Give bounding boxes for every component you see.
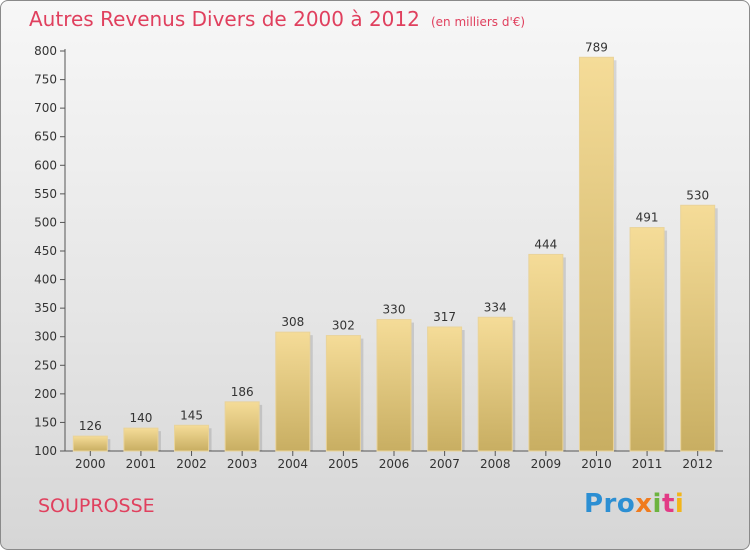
y-tick-label: 300 — [34, 330, 57, 344]
y-tick-label: 250 — [34, 358, 57, 372]
bar — [680, 204, 716, 452]
logo-part: i — [674, 489, 685, 519]
data-label: 308 — [281, 315, 304, 329]
data-label: 145 — [180, 408, 203, 422]
x-tick-label: 2005 — [328, 457, 359, 471]
x-tick-label: 2008 — [480, 457, 511, 471]
data-label: 334 — [484, 300, 507, 314]
x-tick-label: 2004 — [277, 457, 308, 471]
y-tick-label: 800 — [34, 44, 57, 58]
logo-part: Pro — [584, 489, 636, 519]
title-row: Autres Revenus Divers de 2000 à 2012 (en… — [29, 7, 525, 31]
bar — [629, 227, 665, 452]
y-tick-label: 200 — [34, 387, 57, 401]
bar — [325, 335, 361, 452]
bar — [427, 326, 463, 452]
bar — [477, 316, 513, 452]
y-tick-label: 400 — [34, 273, 57, 287]
chart-title: Autres Revenus Divers de 2000 à 2012 — [29, 7, 420, 31]
x-tick-label: 2002 — [176, 457, 207, 471]
y-tick-label: 500 — [34, 215, 57, 229]
y-tick-label: 550 — [34, 187, 57, 201]
data-label: 302 — [332, 319, 355, 333]
bar — [123, 427, 159, 452]
bar — [275, 331, 311, 452]
x-tick-label: 2011 — [632, 457, 663, 471]
y-tick-label: 750 — [34, 73, 57, 87]
proxiti-logo: Proxiti — [584, 489, 684, 519]
bar — [578, 56, 614, 452]
bar — [224, 401, 260, 452]
x-tick-label: 2010 — [581, 457, 612, 471]
data-label: 330 — [383, 303, 406, 317]
data-label: 530 — [686, 188, 709, 202]
data-label: 126 — [79, 419, 102, 433]
data-label: 140 — [129, 411, 152, 425]
bar — [174, 424, 210, 452]
data-label: 186 — [231, 385, 254, 399]
y-tick-label: 350 — [34, 301, 57, 315]
data-label: 317 — [433, 310, 456, 324]
bar — [72, 435, 108, 452]
data-label: 789 — [585, 40, 608, 54]
logo-part: x — [635, 489, 653, 519]
y-tick-label: 700 — [34, 101, 57, 115]
y-tick-label: 150 — [34, 415, 57, 429]
y-tick-label: 100 — [34, 444, 57, 458]
logo-part: i — [652, 489, 662, 519]
x-tick-label: 2007 — [429, 457, 460, 471]
x-tick-label: 2003 — [227, 457, 258, 471]
x-tick-label: 2009 — [531, 457, 562, 471]
data-label: 491 — [636, 211, 659, 225]
bar — [528, 253, 564, 452]
y-tick-label: 650 — [34, 130, 57, 144]
commune-name: SOUPROSSE — [38, 495, 155, 517]
bar — [376, 319, 412, 452]
y-tick-label: 600 — [34, 158, 57, 172]
x-tick-label: 2000 — [75, 457, 106, 471]
y-tick-label: 450 — [34, 244, 57, 258]
data-label: 444 — [534, 237, 557, 251]
chart-subtitle: (en milliers d'€) — [430, 15, 526, 29]
x-tick-label: 2012 — [682, 457, 713, 471]
x-tick-label: 2001 — [126, 457, 157, 471]
logo-part: t — [661, 489, 675, 519]
x-tick-label: 2006 — [379, 457, 410, 471]
